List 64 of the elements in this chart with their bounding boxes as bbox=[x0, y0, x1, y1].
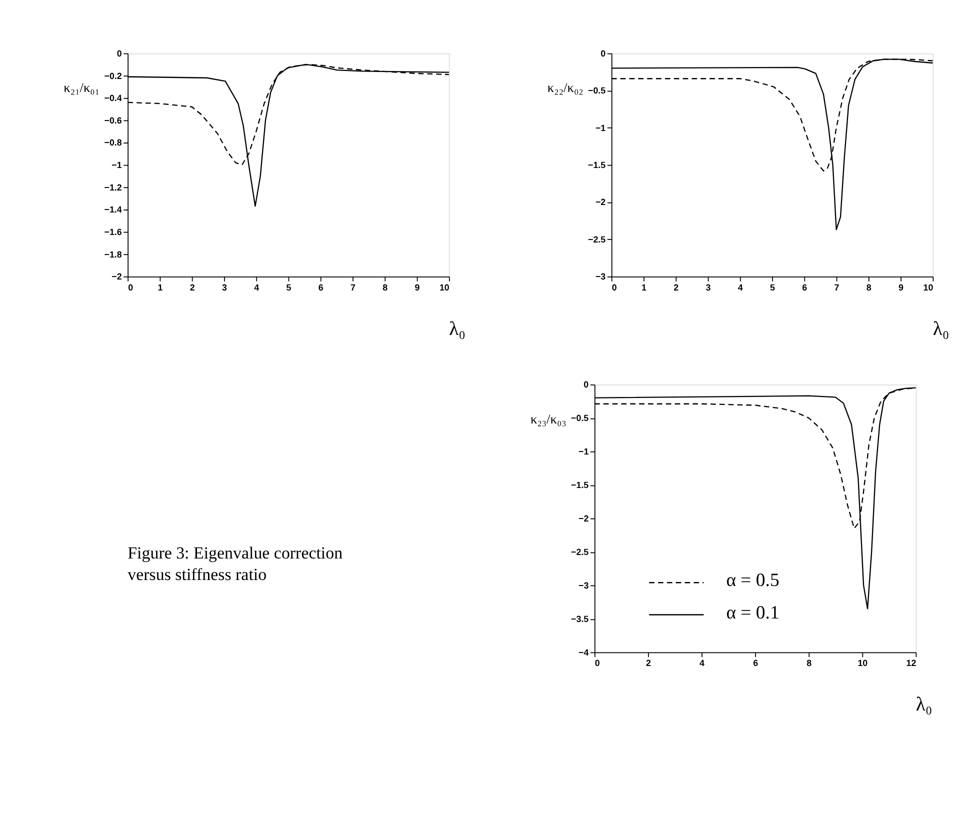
y-tick-label: −1.8 bbox=[104, 249, 122, 260]
y-tick-label: 0 bbox=[116, 48, 122, 58]
legend-label: α = 0.5 bbox=[726, 570, 780, 592]
y-tick-label: −4 bbox=[578, 647, 589, 658]
y-tick-label: −1.2 bbox=[104, 182, 122, 192]
y-tick-label: −0.2 bbox=[104, 70, 122, 81]
x-tick-label: 10 bbox=[439, 282, 450, 292]
y-tick-label: −1 bbox=[112, 160, 122, 170]
x-tick-label: 10 bbox=[923, 282, 934, 292]
x-tick-label: 9 bbox=[898, 282, 904, 292]
y-tick-label: −2 bbox=[578, 513, 589, 524]
y-axis-title: κ₂₂/κ₀₂ bbox=[547, 80, 584, 96]
y-tick-label: 0 bbox=[584, 380, 589, 390]
x-tick-label: 8 bbox=[806, 658, 812, 668]
legend-label: α = 0.1 bbox=[726, 602, 780, 624]
y-tick-label: −1 bbox=[578, 446, 589, 457]
x-tick-label: 1 bbox=[642, 282, 646, 292]
y-tick-label: −1.5 bbox=[571, 480, 589, 490]
x-tick-label: 6 bbox=[802, 282, 808, 292]
x-tick-label: 3 bbox=[222, 282, 227, 292]
y-tick-label: −1.5 bbox=[588, 160, 606, 170]
x-tick-label: 3 bbox=[706, 282, 711, 292]
x-tick-label: 1 bbox=[158, 282, 163, 292]
x-tick-label: 5 bbox=[770, 282, 776, 292]
x-axis-title: λ₀ bbox=[932, 318, 950, 340]
y-tick-label: −0.6 bbox=[104, 115, 122, 126]
x-tick-label: 2 bbox=[674, 282, 679, 292]
x-tick-label: 7 bbox=[350, 282, 356, 292]
x-tick-label: 9 bbox=[414, 282, 420, 292]
x-tick-label: 12 bbox=[906, 658, 916, 668]
x-tick-label: 2 bbox=[190, 282, 195, 292]
y-tick-label: −2 bbox=[595, 197, 606, 208]
caption: Figure 3: Eigenvalue correction versus stiffness ratio bbox=[128, 544, 344, 584]
x-tick-label: 8 bbox=[382, 282, 388, 292]
y-axis-title: κ₂₃/κ₀₃ bbox=[530, 411, 566, 426]
y-tick-label: −3.5 bbox=[571, 614, 589, 624]
x-tick-label: 6 bbox=[318, 282, 324, 292]
x-axis-title: λ₀ bbox=[449, 318, 466, 340]
x-tick-label: 2 bbox=[646, 658, 651, 668]
y-tick-label: −1.6 bbox=[104, 226, 122, 237]
y-tick-label: −0.5 bbox=[571, 413, 589, 424]
y-tick-label: −3 bbox=[595, 272, 606, 282]
y-tick-label: −2.5 bbox=[571, 546, 589, 557]
y-tick-label: −2.5 bbox=[588, 234, 606, 244]
x-tick-label: 4 bbox=[254, 282, 260, 292]
y-tick-label: −2 bbox=[112, 272, 122, 282]
y-tick-label: −0.4 bbox=[104, 93, 122, 104]
x-tick-label: 5 bbox=[286, 282, 292, 292]
y-tick-label: 0 bbox=[600, 48, 606, 58]
x-tick-label: 10 bbox=[858, 658, 868, 668]
x-tick-label: 4 bbox=[700, 658, 705, 668]
x-tick-label: 4 bbox=[738, 282, 743, 292]
x-tick-label: 8 bbox=[866, 282, 872, 292]
y-tick-label: −3 bbox=[578, 580, 589, 590]
x-axis-title: λ₀ bbox=[916, 694, 932, 716]
y-tick-label: −0.5 bbox=[588, 86, 606, 96]
y-tick-label: −1.4 bbox=[104, 204, 122, 215]
x-tick-label: 7 bbox=[834, 282, 840, 292]
x-tick-label: 0 bbox=[612, 282, 617, 292]
y-tick-label: −1 bbox=[595, 122, 606, 133]
x-tick-label: 6 bbox=[753, 658, 758, 668]
y-axis-title: κ₂₁/κ₀₁ bbox=[64, 80, 100, 96]
x-tick-label: 0 bbox=[128, 282, 134, 292]
y-tick-label: −0.8 bbox=[104, 138, 122, 148]
